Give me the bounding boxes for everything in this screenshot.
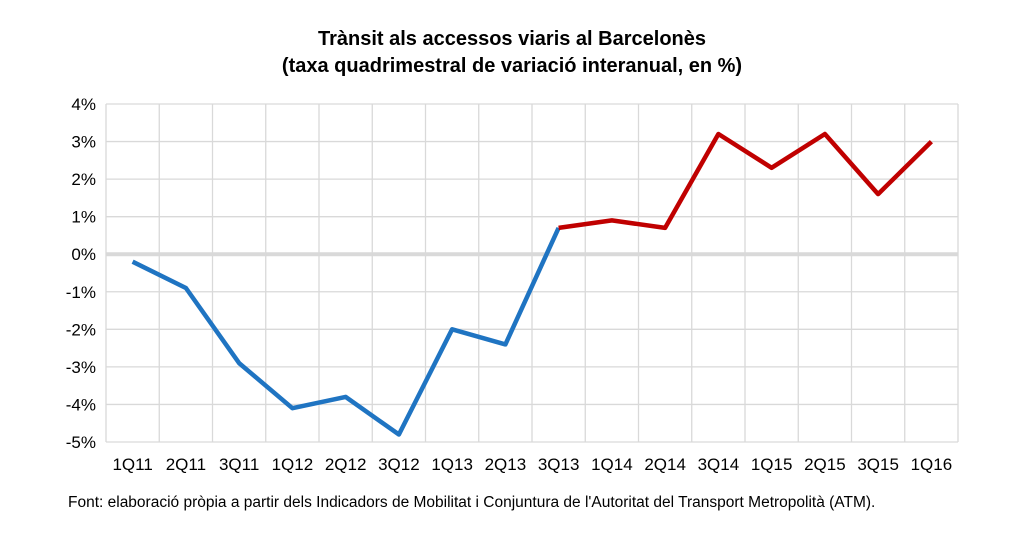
x-tick-label: 3Q11 bbox=[219, 455, 259, 474]
x-tick-label: 1Q14 bbox=[591, 455, 633, 474]
y-axis-tick-labels: 4% 3% 2% 1% 0% -1% -2% -3% -4% -5% bbox=[66, 95, 96, 452]
x-tick-label: 2Q15 bbox=[804, 455, 846, 474]
chart-title: Trànsit als accessos viaris al Barcelonè… bbox=[318, 28, 706, 50]
grid-lines bbox=[105, 103, 959, 443]
x-tick-label: 1Q15 bbox=[751, 455, 793, 474]
x-tick-label: 2Q12 bbox=[325, 455, 367, 474]
series-line-2 bbox=[558, 131, 933, 231]
y-tick-label: 1% bbox=[71, 208, 96, 227]
y-tick-label: -1% bbox=[66, 283, 96, 302]
x-tick-label: 3Q12 bbox=[378, 455, 420, 474]
x-tick-label: 2Q13 bbox=[485, 455, 527, 474]
series-line-1 bbox=[131, 226, 561, 437]
x-tick-label: 1Q13 bbox=[431, 455, 473, 474]
y-tick-label: 4% bbox=[71, 95, 96, 114]
y-tick-label: 3% bbox=[71, 133, 96, 152]
source-note: Font: elaboració pròpia a partir dels In… bbox=[68, 494, 875, 511]
x-tick-label: 3Q15 bbox=[857, 455, 899, 474]
y-tick-label: -4% bbox=[66, 395, 96, 414]
x-tick-label: 3Q14 bbox=[698, 455, 740, 474]
x-tick-label: 1Q11 bbox=[112, 455, 152, 474]
y-tick-label: -2% bbox=[66, 320, 96, 339]
x-tick-label: 1Q16 bbox=[911, 455, 953, 474]
y-tick-label: 0% bbox=[71, 245, 96, 264]
chart-subtitle: (taxa quadrimestral de variació interanu… bbox=[282, 55, 742, 77]
y-tick-label: -5% bbox=[66, 433, 96, 452]
x-tick-label: 2Q14 bbox=[644, 455, 686, 474]
y-tick-label: -3% bbox=[66, 358, 96, 377]
data-series bbox=[131, 131, 933, 437]
x-tick-label: 3Q13 bbox=[538, 455, 580, 474]
x-tick-label: 2Q11 bbox=[166, 455, 206, 474]
y-tick-label: 2% bbox=[71, 170, 96, 189]
x-tick-label: 1Q12 bbox=[272, 455, 314, 474]
x-axis-tick-labels: 1Q11 2Q11 3Q11 1Q12 2Q12 3Q12 1Q13 2Q13 3Q13 1Q14… bbox=[112, 455, 952, 474]
